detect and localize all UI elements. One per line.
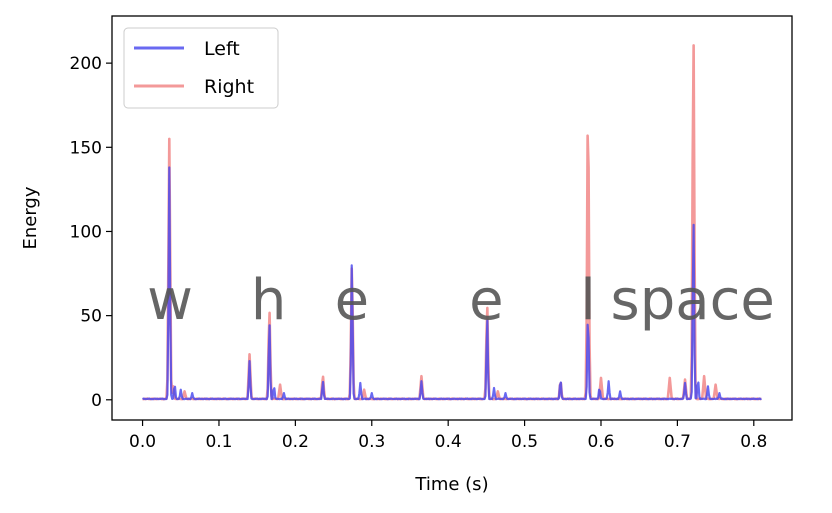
x-tick-label: 0.2 xyxy=(282,432,309,452)
annotation-label: e xyxy=(469,268,503,333)
series-layer xyxy=(142,44,762,401)
y-tick-label: 150 xyxy=(70,138,102,158)
legend: Left Right xyxy=(123,27,279,109)
x-tick-label: 0.1 xyxy=(205,432,232,452)
x-tick-label: 0.8 xyxy=(740,432,767,452)
x-tick-label: 0.6 xyxy=(587,432,614,452)
plot-frame xyxy=(111,15,793,421)
y-tick-label: 200 xyxy=(70,54,102,74)
x-tick-label: 0.0 xyxy=(129,432,156,452)
annotation-label: w xyxy=(147,268,193,333)
legend-label-left: Left xyxy=(204,38,240,60)
y-axis-label: Energy xyxy=(20,186,41,249)
y-tick-label: 50 xyxy=(80,307,102,327)
annotation-label: l xyxy=(580,268,596,333)
x-tick-label: 0.7 xyxy=(664,432,691,452)
annotation-label: e xyxy=(335,268,369,333)
y-tick-label: 0 xyxy=(91,391,102,411)
y-axis: 0 50 100 150 200 xyxy=(70,54,112,411)
x-tick-label: 0.3 xyxy=(358,432,385,452)
annotation-label: h xyxy=(251,268,287,333)
x-axis: 0.0 0.1 0.2 0.3 0.4 0.5 0.6 0.7 0.8 xyxy=(129,420,767,452)
legend-box xyxy=(123,27,279,109)
x-tick-label: 0.4 xyxy=(435,432,462,452)
y-tick-label: 100 xyxy=(70,222,102,242)
annotation-layer: w h e e l space xyxy=(147,268,775,333)
series-line-left xyxy=(142,166,762,401)
annotation-label: space xyxy=(611,268,775,333)
x-axis-label: Time (s) xyxy=(414,474,488,495)
x-tick-label: 0.5 xyxy=(511,432,538,452)
legend-label-right: Right xyxy=(204,76,254,98)
